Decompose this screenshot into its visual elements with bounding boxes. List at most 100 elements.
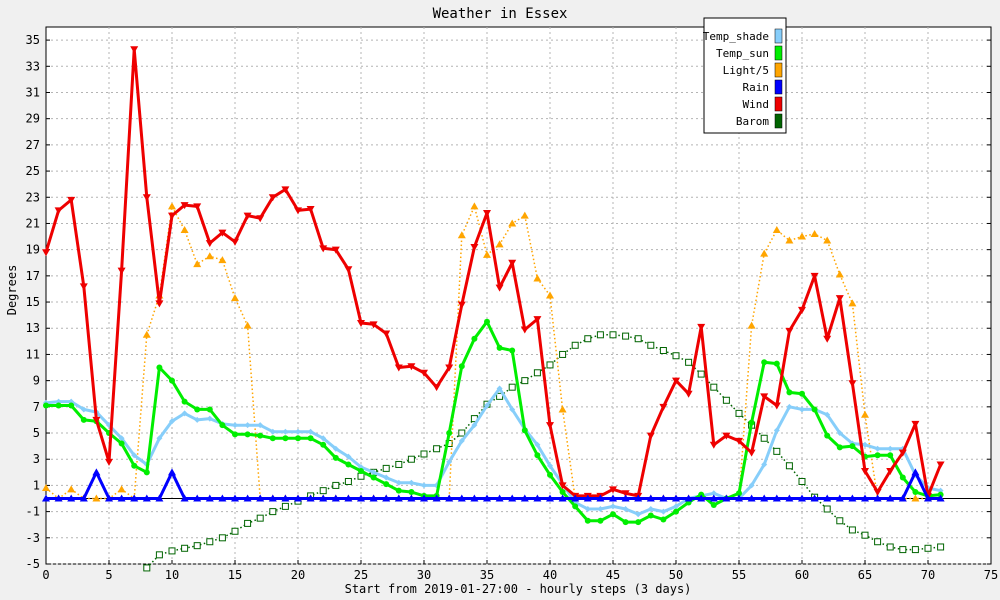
- data-point-temp-sun: [370, 474, 377, 481]
- data-point-light-5: [67, 485, 76, 493]
- data-point-wind: [142, 194, 151, 202]
- data-point-temp-sun: [156, 364, 163, 371]
- data-point-temp-shade: [257, 422, 264, 429]
- data-point-wind: [810, 272, 819, 280]
- x-axis-label: Start from 2019-01-27:00 - hourly steps …: [345, 582, 692, 596]
- data-point-rain: [760, 494, 769, 502]
- data-point-temp-shade: [786, 403, 793, 410]
- data-point-rain: [646, 494, 655, 502]
- data-point-wind: [798, 306, 806, 314]
- data-point-rain: [445, 494, 454, 502]
- data-point-rain: [268, 494, 277, 502]
- data-point-temp-sun: [748, 419, 755, 426]
- legend-swatch: [774, 28, 783, 44]
- data-point-wind: [331, 246, 340, 254]
- x-tick-label: 25: [354, 568, 368, 582]
- data-point-rain: [848, 494, 857, 502]
- data-point-barom: [181, 544, 189, 552]
- data-point-barom: [760, 434, 768, 442]
- data-point-rain: [835, 494, 844, 502]
- x-tick-label: 15: [228, 568, 242, 582]
- data-point-temp-shade: [80, 406, 87, 413]
- data-point-temp-sun: [320, 441, 327, 448]
- data-point-temp-sun: [395, 487, 402, 494]
- data-point-temp-shade: [320, 435, 327, 442]
- data-point-temp-sun: [912, 488, 919, 495]
- data-point-wind: [772, 402, 781, 410]
- data-point-wind: [79, 283, 88, 291]
- data-point-temp-sun: [194, 406, 201, 413]
- data-point-temp-sun: [68, 402, 75, 409]
- data-point-rain: [571, 494, 580, 502]
- data-point-rain: [483, 494, 491, 502]
- data-point-rain: [256, 494, 265, 502]
- data-point-wind: [407, 363, 416, 371]
- data-point-wind: [470, 244, 479, 252]
- data-point-wind: [697, 323, 706, 331]
- data-point-light-5: [483, 250, 491, 258]
- data-point-temp-shade: [282, 428, 289, 435]
- data-point-wind: [672, 377, 680, 385]
- data-point-light-5: [92, 494, 101, 502]
- data-point-temp-sun: [836, 444, 843, 451]
- data-point-temp-sun: [269, 435, 276, 442]
- series-temp-sun: [43, 318, 944, 526]
- data-point-temp-sun: [887, 452, 894, 459]
- data-point-barom: [218, 534, 226, 542]
- data-point-barom: [344, 477, 352, 485]
- data-point-temp-shade: [345, 453, 352, 460]
- data-point-temp-shade: [660, 508, 667, 515]
- data-point-wind: [54, 207, 63, 215]
- data-point-rain: [407, 494, 416, 502]
- data-point-barom: [546, 361, 554, 369]
- data-point-temp-sun: [521, 427, 528, 434]
- data-point-barom: [672, 352, 680, 360]
- data-point-temp-sun: [559, 488, 566, 495]
- data-point-wind: [495, 284, 504, 292]
- data-point-temp-sun: [257, 432, 264, 439]
- x-tick-label: 40: [543, 568, 557, 582]
- data-point-wind: [344, 266, 353, 274]
- legend-label: Temp_shade: [703, 30, 769, 43]
- data-point-barom: [395, 460, 403, 468]
- data-point-rain: [281, 494, 290, 502]
- data-point-light-5: [848, 299, 857, 307]
- data-point-rain: [130, 494, 139, 502]
- data-point-wind: [558, 482, 567, 490]
- data-point-temp-sun: [282, 435, 289, 442]
- data-point-temp-sun: [534, 452, 541, 459]
- data-point-wind: [357, 320, 365, 328]
- y-tick-label: 7: [33, 400, 40, 414]
- data-point-temp-sun: [383, 481, 390, 488]
- data-point-rain: [394, 494, 403, 502]
- data-point-temp-shade: [206, 415, 213, 422]
- data-point-wind: [420, 369, 428, 377]
- x-tick-label: 5: [105, 568, 112, 582]
- y-tick-label: 9: [33, 374, 40, 388]
- data-point-wind: [105, 458, 113, 466]
- data-point-barom: [722, 396, 730, 404]
- data-point-barom: [659, 347, 667, 355]
- data-point-barom: [861, 531, 869, 539]
- data-point-barom: [874, 538, 882, 546]
- data-point-barom: [584, 335, 592, 343]
- data-point-rain: [357, 494, 365, 502]
- data-point-barom: [773, 447, 781, 455]
- data-point-rain: [886, 494, 895, 502]
- data-point-temp-sun: [773, 360, 780, 367]
- data-point-barom: [533, 369, 541, 377]
- data-point-rain: [634, 494, 643, 502]
- x-tick-label: 45: [606, 568, 620, 582]
- data-point-temp-shade: [421, 482, 427, 489]
- y-axis-label: Degrees: [5, 265, 19, 316]
- data-point-light-5: [142, 330, 151, 338]
- legend-swatch: [774, 79, 783, 95]
- data-point-rain: [596, 494, 605, 502]
- data-point-light-5: [861, 410, 869, 418]
- data-point-temp-shade: [748, 482, 755, 489]
- series-group: [42, 46, 945, 572]
- data-point-barom: [911, 546, 919, 554]
- data-point-temp-sun: [584, 517, 591, 524]
- data-point-temp-shade: [131, 452, 138, 459]
- data-point-barom: [785, 462, 793, 470]
